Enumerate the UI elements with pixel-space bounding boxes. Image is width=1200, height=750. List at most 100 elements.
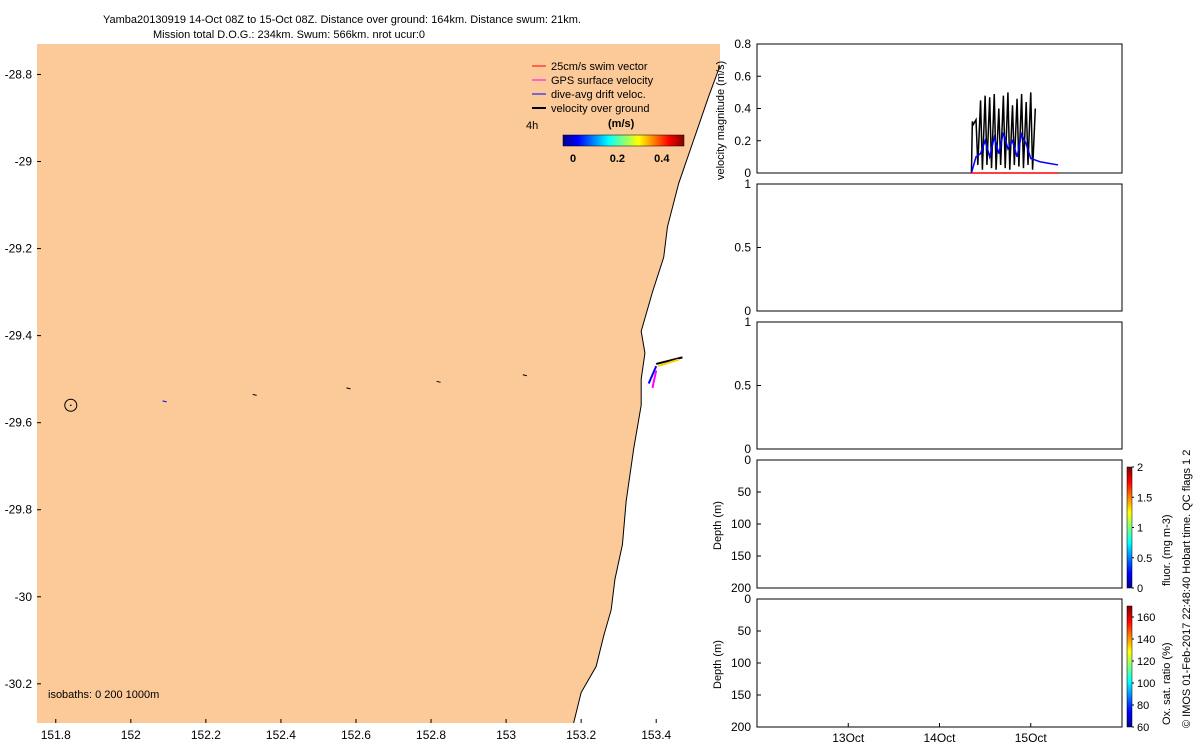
start-marker-dot [69,404,72,407]
empty-1-axes [756,183,1123,312]
track-point [346,387,351,390]
fluor-ylabel: Depth (m) [712,501,724,550]
velocity-plot: 0 0.2 0.4 0.6 0.8 velocity magnitude (m/s) [715,37,1123,180]
empty-2-axes [756,321,1123,450]
legend-entry: dive-avg drift veloc. [551,89,646,101]
start-marker [64,398,78,412]
oxy-colorbar-tick-label: 120 [1137,656,1155,668]
velocity-y-tick-label: 0.4 [734,102,751,116]
track-point [522,374,527,377]
fluor-colorbar-tick-label: 2 [1137,462,1143,474]
map-x-tick-label: 152.2 [191,728,221,742]
map-x-tick-label: 153.4 [641,728,671,742]
map-x-tick-label: 152 [121,728,141,742]
map-x-tick-label: 153 [496,728,516,742]
empty-1-y-tick-label: 0.5 [734,241,751,255]
fluor-y-tick-label: 150 [731,549,751,563]
fluor-colorbar-tick-label: 1 [1137,523,1143,535]
velocity-y-tick-label: 0.6 [734,69,751,83]
glider-vector-gps [651,370,658,389]
map-y-tick-label: -29.6 [5,416,33,430]
colorbar-title: (m/s) [608,118,635,130]
oxygen-plot: 0 50 100 150 200 Depth (m) 60 80 100 120 140 160 Ox.… [712,592,1173,745]
fluor-y-tick-label: 0 [744,453,751,467]
date-x-tick-label: 13Oct [832,731,865,745]
figure-title-line-1: Yamba20130919 14-Oct 08Z to 15-Oct 08Z. … [103,14,581,26]
fluor-colorbar-tick-label: 0.5 [1137,553,1152,565]
fluorescence-plot: 0 50 100 150 200 Depth (m) 0 0.5 1 1.5 2 fluor. (mg… [712,453,1173,595]
map-y-tick-label: -30 [15,590,33,604]
fluor-colorbar-tick-label: 1.5 [1137,492,1152,504]
fluor-y-tick-label: 50 [738,485,752,499]
coastline [573,65,721,724]
glider-vector-vog [655,356,683,365]
map-x-tick-label: 151.8 [41,728,71,742]
colorbar-tick-label: 0 [570,153,576,165]
glider-track-segment [657,358,680,368]
fluor-axes [756,459,1123,589]
map-x-tick-label: 153.2 [566,728,596,742]
empty-1-y-tick-label: 1 [744,177,751,191]
oxy-y-tick-label: 200 [731,720,751,734]
map-y-tick-label: -29.8 [5,503,33,517]
map-x-tick-label: 152.4 [266,728,296,742]
velocity-y-tick-label: 0.2 [734,134,751,148]
date-x-tick-label: 14Oct [923,731,956,745]
legend-entry: velocity over ground [551,103,649,115]
map-x-tick-label: 152.8 [416,728,446,742]
empty-plot-2: 00.51 [734,315,1123,456]
empty-2-y-tick-label: 0 [744,442,751,456]
isobaths-label: isobaths: 0 200 1000m [48,689,159,701]
fluor-colorbar-tick-label: 0 [1137,583,1143,595]
imos-caption: © IMOS 01-Feb-2017 22:48:40 Hobart time.… [1181,449,1193,728]
oxy-colorbar-label: Ox. sat. ratio (%) [1161,642,1173,725]
oxy-colorbar-tick-label: 100 [1137,678,1155,690]
oxy-colorbar-tick-label: 140 [1137,634,1155,646]
fluor-colorbar [1126,466,1133,589]
map-x-tick-label: 152.6 [341,728,371,742]
legend-entry: 25cm/s swim vector [551,61,648,73]
track-point [252,393,257,396]
velocity-axes [756,43,1123,174]
map-y-tick-label: -30.2 [5,677,33,691]
empty-1-y-tick-label: 0 [744,304,751,318]
oxy-y-tick-label: 0 [744,592,751,606]
map-y-tick-label: -29.2 [5,242,33,256]
figure-title-line-2: Mission total D.O.G.: 234km. Swum: 566km… [153,29,426,41]
track-point [162,400,167,403]
colorbar-tick-label: 0.4 [654,153,670,165]
land-area [37,44,720,723]
oxy-y-tick-label: 150 [731,688,751,702]
oxy-colorbar [1126,605,1133,728]
velocity-ylabel: velocity magnitude (m/s) [715,61,727,180]
oxy-y-tick-label: 100 [731,656,751,670]
fluor-y-tick-label: 100 [731,517,751,531]
velocity-y-tick-label: 0 [744,166,751,180]
fluor-colorbar-label: fluor. (mg m-3) [1161,514,1173,586]
date-x-tick-label: 15Oct [1015,731,1048,745]
fluor-y-tick-label: 200 [731,581,751,595]
colorbar-tick-label: 0.2 [610,153,625,165]
map-y-tick-label: -29 [15,155,33,169]
empty-2-y-tick-label: 1 [744,315,751,329]
oxy-ylabel: Depth (m) [712,640,724,689]
empty-2-y-tick-label: 0.5 [734,379,751,393]
map-plot: 151.8 152 152.2 152.4 152.6 152.8 153 153.2 153.… [5,44,721,742]
oxy-colorbar-tick-label: 160 [1137,612,1155,624]
empty-plot-1: 00.51 [734,177,1123,318]
colorbar [562,134,685,147]
track-point [436,380,441,383]
map-y-tick-label: -29.4 [5,329,33,343]
glider-vector-drift [647,365,658,384]
map-y-tick-label: -28.8 [5,67,33,81]
oxy-colorbar-tick-label: 60 [1137,722,1149,734]
velocity-series-line [970,131,1059,174]
legend-entry: GPS surface velocity [551,75,654,87]
oxy-axes [756,598,1123,728]
oxy-y-tick-label: 50 [738,624,752,638]
velocity-series-line [970,92,1037,174]
oxy-colorbar-tick-label: 80 [1137,700,1149,712]
legend-time-label: 4h [526,120,538,132]
